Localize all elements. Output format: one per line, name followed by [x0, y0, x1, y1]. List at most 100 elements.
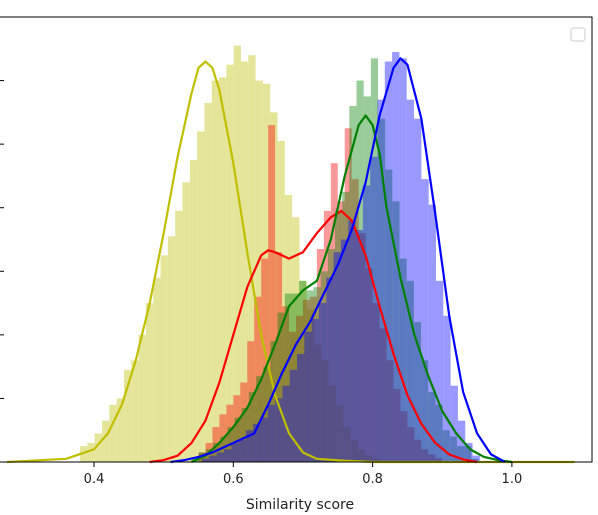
hist-bar [254, 296, 262, 462]
hist-bar [377, 99, 385, 462]
hist-bar [241, 407, 249, 462]
hist-bar [209, 455, 217, 462]
hist-bar [213, 442, 221, 462]
hist-bar [357, 449, 366, 462]
hist-bar [240, 61, 249, 462]
hist-bar [392, 201, 400, 463]
hist-bar [109, 404, 117, 462]
hist-bar [277, 312, 285, 462]
hist-bar [160, 255, 168, 462]
hist-bar [450, 385, 458, 462]
hist-bar [299, 280, 307, 462]
hist-bar [348, 220, 356, 462]
hist-bar [267, 404, 276, 462]
hist-bar [343, 427, 351, 462]
hist-bar [465, 442, 473, 462]
hist-bar [260, 417, 268, 462]
hist-bar [313, 287, 321, 462]
hist-bar [327, 249, 335, 462]
hist-bar [220, 436, 228, 462]
hist-bar [372, 303, 380, 462]
hist-bar [314, 344, 322, 462]
hist-bar [248, 55, 256, 462]
hist-bar [349, 106, 357, 462]
hist-bar [261, 258, 269, 462]
hist-bar [231, 442, 239, 462]
hist-bar [263, 366, 271, 462]
hist-bar [421, 179, 429, 463]
hist-bar [292, 217, 300, 462]
hist-bar [428, 204, 436, 463]
hist-bar [449, 436, 457, 462]
hist-bar [351, 179, 359, 463]
hist-bar [421, 449, 429, 462]
hist-bar [219, 77, 227, 462]
hist-bar [316, 249, 324, 462]
hist-bar [399, 258, 407, 462]
kde-line-3 [170, 57, 506, 464]
hist-bar [384, 61, 393, 462]
hist-bar [256, 376, 264, 462]
hist-bar [275, 252, 283, 462]
hist-bar [304, 331, 312, 462]
hist-bar [370, 58, 379, 462]
hist-bar [233, 395, 241, 462]
hist-bar [189, 160, 198, 463]
x-tick-label: 0.8 [362, 472, 383, 487]
hist-bar [182, 182, 190, 463]
hist-bar [296, 315, 303, 462]
hist-bar [336, 404, 344, 462]
hist-bar [435, 280, 444, 462]
hist-bar [145, 303, 154, 462]
hist-bar [342, 191, 350, 462]
hist-bar [226, 64, 234, 463]
x-axis-label: Similarity score [246, 497, 354, 513]
hist-bar [253, 423, 261, 462]
hist-bar [442, 430, 450, 462]
hist-bar [240, 382, 248, 462]
hist-bar [326, 277, 334, 462]
hist-bar [201, 458, 210, 462]
hist-bar [205, 449, 214, 462]
hist-bar [335, 210, 343, 462]
hist-bar [223, 449, 232, 462]
hist-bar [212, 427, 220, 462]
hist-bar [299, 280, 307, 462]
hist-bar [393, 388, 401, 462]
hist-bar [226, 404, 234, 462]
hist-bar [153, 277, 161, 462]
hist-bar [268, 125, 276, 462]
hist-bar [435, 458, 443, 462]
kde-curves [6, 57, 575, 464]
hist-bar [421, 360, 429, 462]
hist-bar [456, 446, 465, 462]
hist-bar [435, 404, 443, 462]
hist-bar [457, 420, 466, 462]
hist-bar [275, 398, 283, 462]
hist-bar [262, 83, 271, 462]
hist-bar [167, 236, 176, 462]
hist-bar [365, 455, 373, 462]
hist-bar [197, 131, 205, 462]
hist-bar [284, 293, 292, 462]
hist-bar [400, 411, 408, 462]
hist-bar [138, 334, 146, 462]
hist-bar [323, 210, 331, 462]
hist-bar [379, 328, 387, 462]
hist-bar [245, 430, 254, 462]
hist-bar [350, 439, 358, 462]
hist-bar [302, 299, 310, 462]
hist-bar [356, 80, 364, 462]
hist-bar [311, 318, 319, 462]
hist-bar [321, 360, 329, 462]
hist-bar [333, 252, 341, 462]
hist-bar [355, 229, 363, 462]
hist-bar [216, 452, 224, 462]
hist-bar [282, 306, 290, 462]
hist-bar [309, 296, 317, 462]
hist-bar [291, 293, 300, 462]
legend-box [570, 27, 586, 42]
hist-bar [443, 315, 451, 462]
hist-bar [365, 268, 373, 462]
